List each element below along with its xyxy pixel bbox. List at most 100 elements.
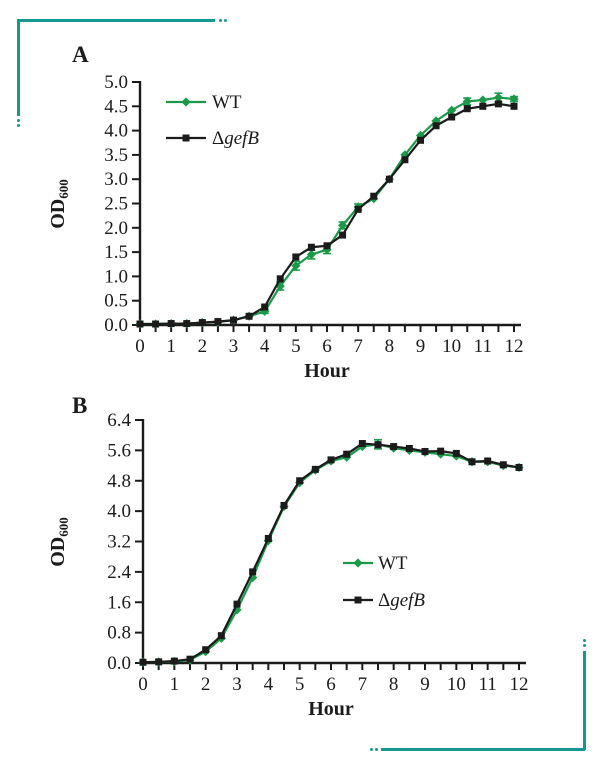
growth-chart-panel-a: A0.00.51.01.52.02.53.03.54.04.55.00 1 2 3 4 5… [47,42,524,382]
crop-mark-top-left-vertical [17,19,20,116]
series-marker-square [217,632,225,640]
x-axis-tick-label: 5 [291,336,301,357]
series-marker-square [136,320,144,328]
x-axis-tick-label: 0 [138,674,148,695]
series-marker-diamond [447,105,457,115]
series-marker-square [155,658,163,666]
y-axis-tick-label: 3.0 [104,169,128,190]
panel-label: A [72,42,89,67]
y-axis-tick-label: 6.4 [107,410,131,431]
x-axis-tick-label: 9 [420,674,430,695]
y-axis-title: OD600 [47,517,71,567]
series-marker-diamond [353,558,363,568]
x-axis-tick-label: 11 [474,336,492,357]
series-marker-square [327,456,335,464]
x-axis-tick-label: 3 [229,336,239,357]
series-marker-square [214,318,222,326]
crop-mark-dot [16,124,20,127]
x-axis-tick-label: 8 [385,336,395,357]
series-marker-square [183,320,191,328]
series-line [142,442,520,664]
series-marker-square [261,303,269,311]
y-axis-tick-label: 4.0 [107,501,131,522]
y-axis-tick-label: 0.0 [104,315,128,336]
series-marker-square [463,105,471,113]
series-marker-square [354,596,362,604]
panel-b: B 0.0 0.8 1.6 2.4 3.2 4.0 4.8 5.6 6.4 0 1 2 3 4 5 6 7 8 9 10… [0,385,600,745]
y-axis-tick-label: 4.8 [107,471,131,492]
series-marker-square [358,440,366,448]
y-axis-tick-label: 2.5 [104,194,128,215]
y-axis-tick-label: 0.8 [107,623,131,644]
legend-label: ΔgefB [212,128,259,149]
series-marker-square [170,657,178,665]
series-marker-square [202,646,210,654]
x-axis-tick-label: 1 [170,674,180,695]
series-marker-square [494,100,502,108]
y-axis-tick-label: 1.6 [107,592,131,613]
x-axis-tick-label: 10 [442,336,461,357]
series-marker-square [152,320,160,328]
series-marker-diamond [462,96,472,107]
series-marker-diamond [260,306,270,316]
series-marker-square [276,275,284,283]
x-axis-tick-label: 12 [505,336,524,357]
y-axis-tick-label: 0.5 [104,291,128,312]
x-axis-tick-label: 0 [135,336,145,357]
y-axis-tick-label: 3.2 [107,532,131,553]
x-axis-title: Hour [308,698,354,720]
y-axis-tick-label: 2.4 [107,562,131,583]
series-marker-square [343,450,351,458]
series-marker-square [468,458,476,466]
y-axis-tick-label: 3.5 [104,145,128,166]
series-line [142,443,520,664]
crop-mark-dot [16,119,20,122]
legend-label: WT [212,92,242,113]
series-marker-square [515,463,523,471]
crop-mark-bottom-right-vertical [583,651,586,750]
legend-label: WT [378,553,408,574]
y-axis-tick-label: 2.0 [104,218,128,239]
y-axis-tick-label: 4.5 [104,96,128,117]
series-marker-square [292,253,300,261]
x-axis-tick-label: 8 [389,674,399,695]
crop-mark-bottom-right-horizontal [381,748,585,751]
series-marker-square [198,319,206,327]
crop-mark-dot [219,19,222,22]
x-axis-title: Hour [304,360,350,382]
panel-a: A 0.0 0.5 1.0 1.5 2.0 2.5 3.0 3.5 4.0 4.5 5.0 0 1 2 3 4 5… [0,30,600,385]
series-marker-square [370,192,378,200]
series-marker-square [233,600,241,608]
series-marker-square [139,658,147,666]
growth-chart-panel-b: B0.00.81.62.43.24.04.85.66.40 1 2 3 4 5 6 7 8 9 10… [47,393,529,720]
series-marker-square [385,175,393,183]
series-marker-square [323,242,331,250]
x-axis-tick-label: 4 [264,674,274,695]
series-marker-square [448,113,456,121]
series-marker-square [167,320,175,328]
series-marker-square [296,477,304,485]
series-marker-square [417,136,424,144]
series-marker-diamond [509,94,519,104]
panel-label: B [72,393,87,418]
series-marker-square [182,134,190,142]
crop-mark-dot [375,748,378,751]
series-line [140,102,515,326]
y-axis-tick-label: 5.0 [104,72,128,93]
series-marker-square [245,312,253,320]
series-marker-square [280,501,288,509]
crop-mark-dot [583,639,586,642]
series-marker-square [401,156,409,164]
x-axis-tick-label: 1 [166,336,176,357]
series-marker-square [307,243,315,251]
series-marker-square [499,461,507,469]
y-axis-title: OD600 [47,179,71,229]
series-marker-square [437,447,445,455]
series-marker-square [186,655,194,663]
series-marker-square [479,102,487,110]
series-marker-square [264,534,272,542]
series-line [140,96,515,326]
series-marker-square [230,316,237,324]
series-marker-square [311,465,319,473]
